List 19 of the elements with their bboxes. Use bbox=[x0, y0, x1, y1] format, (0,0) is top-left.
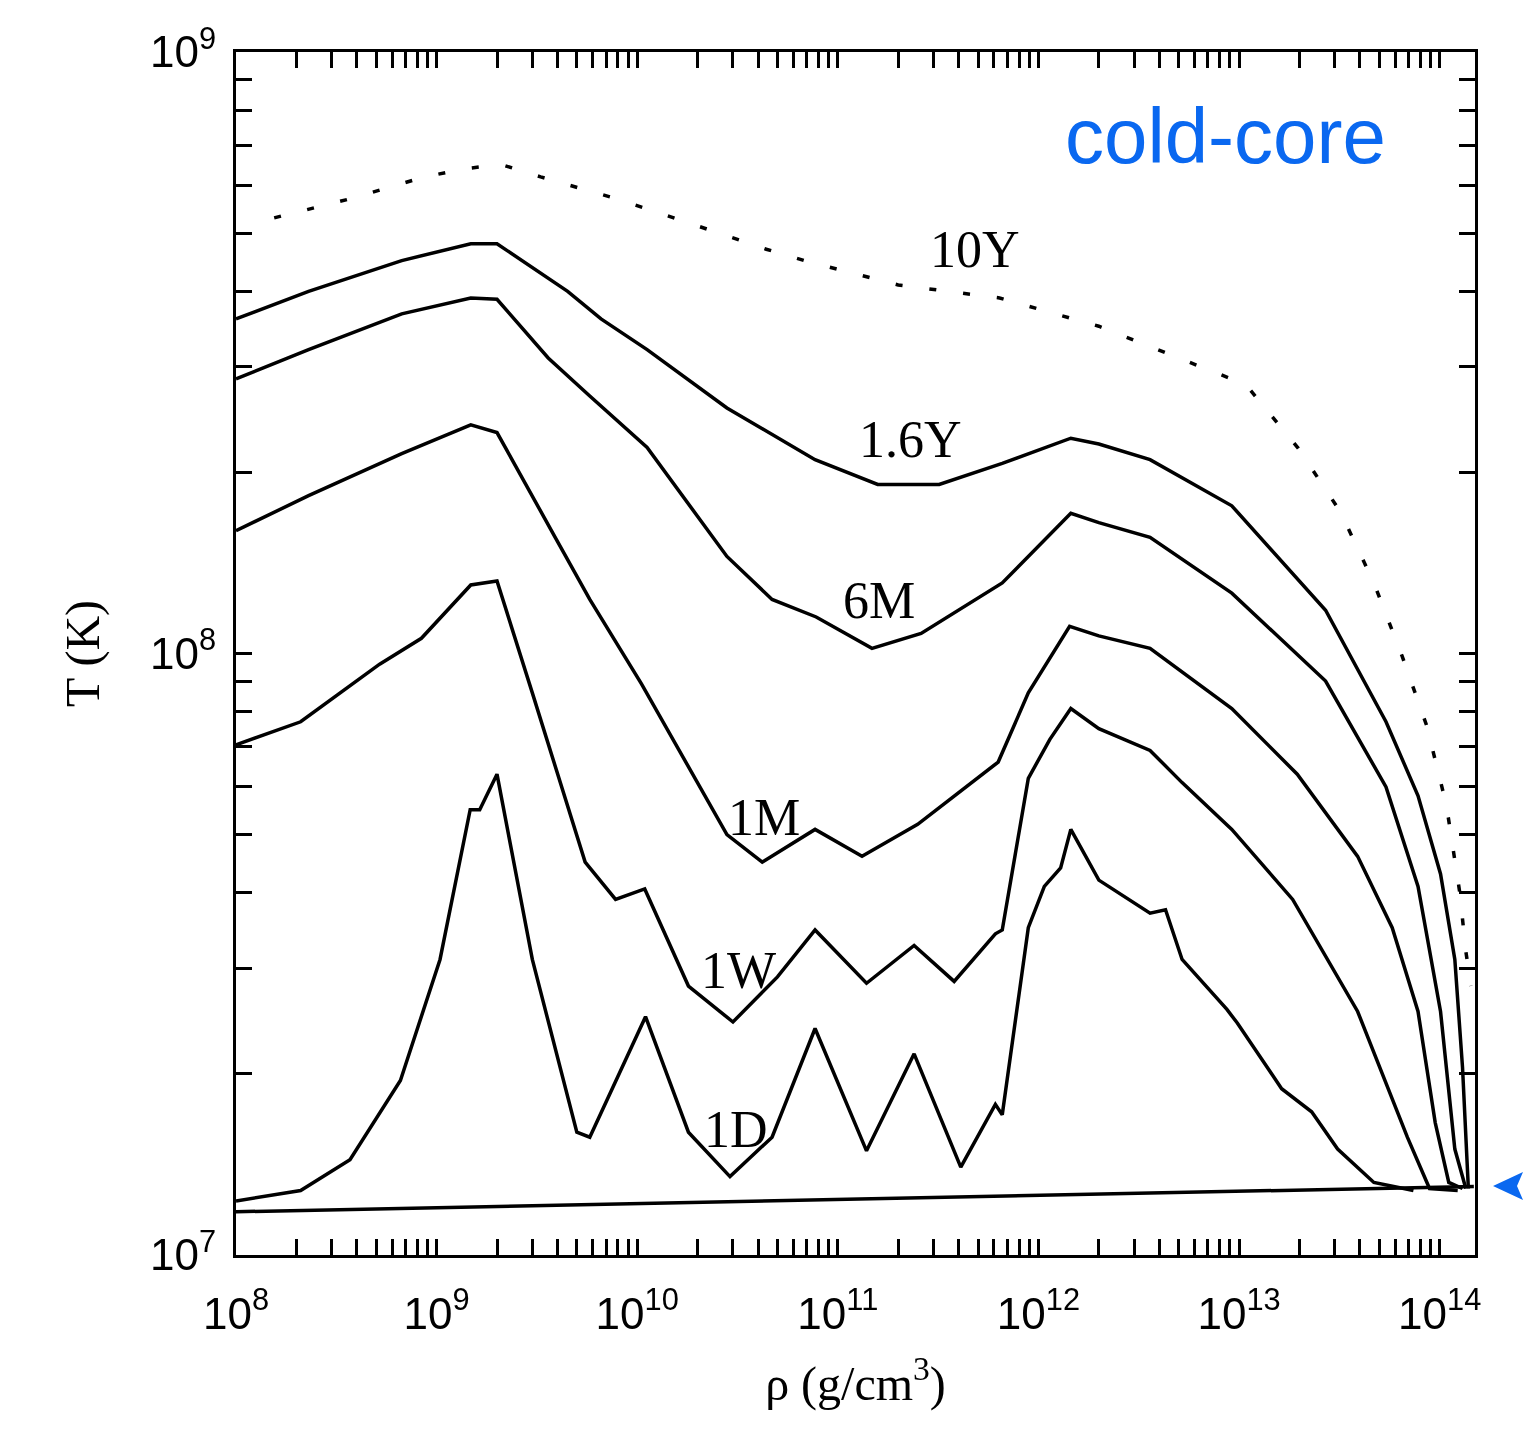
annotation: 1D bbox=[704, 1101, 768, 1158]
annotation: 6M bbox=[843, 572, 916, 629]
y-tick-label: 10$^{9}$ bbox=[150, 20, 217, 77]
x-tick-label: 10$^{10}$ bbox=[595, 1282, 679, 1338]
y-tick-label: 10$^{8}$ bbox=[150, 622, 217, 678]
x-tick-label: 10$^{9}$ bbox=[403, 1282, 470, 1338]
x-tick-label: 10$^{12}$ bbox=[996, 1282, 1081, 1338]
annotation: 10Y bbox=[930, 221, 1020, 278]
annotation: 1.6Y bbox=[859, 411, 962, 468]
y-tick-label: 10$^{7}$ bbox=[150, 1223, 217, 1280]
x-tick-label: 10$^{13}$ bbox=[1197, 1282, 1281, 1338]
annotation: 1M bbox=[728, 789, 801, 846]
y-axis-title: T (K) bbox=[55, 599, 110, 708]
annotation: cold-core bbox=[1065, 92, 1386, 180]
annotation: 1W bbox=[701, 942, 777, 999]
x-tick-label: 10$^{14}$ bbox=[1398, 1282, 1482, 1338]
x-tick-label: 10$^{8}$ bbox=[202, 1282, 270, 1338]
x-axis-title: ρ (g/cm$^{3}$) bbox=[765, 1349, 946, 1411]
x-tick-label: 10$^{11}$ bbox=[797, 1282, 879, 1338]
